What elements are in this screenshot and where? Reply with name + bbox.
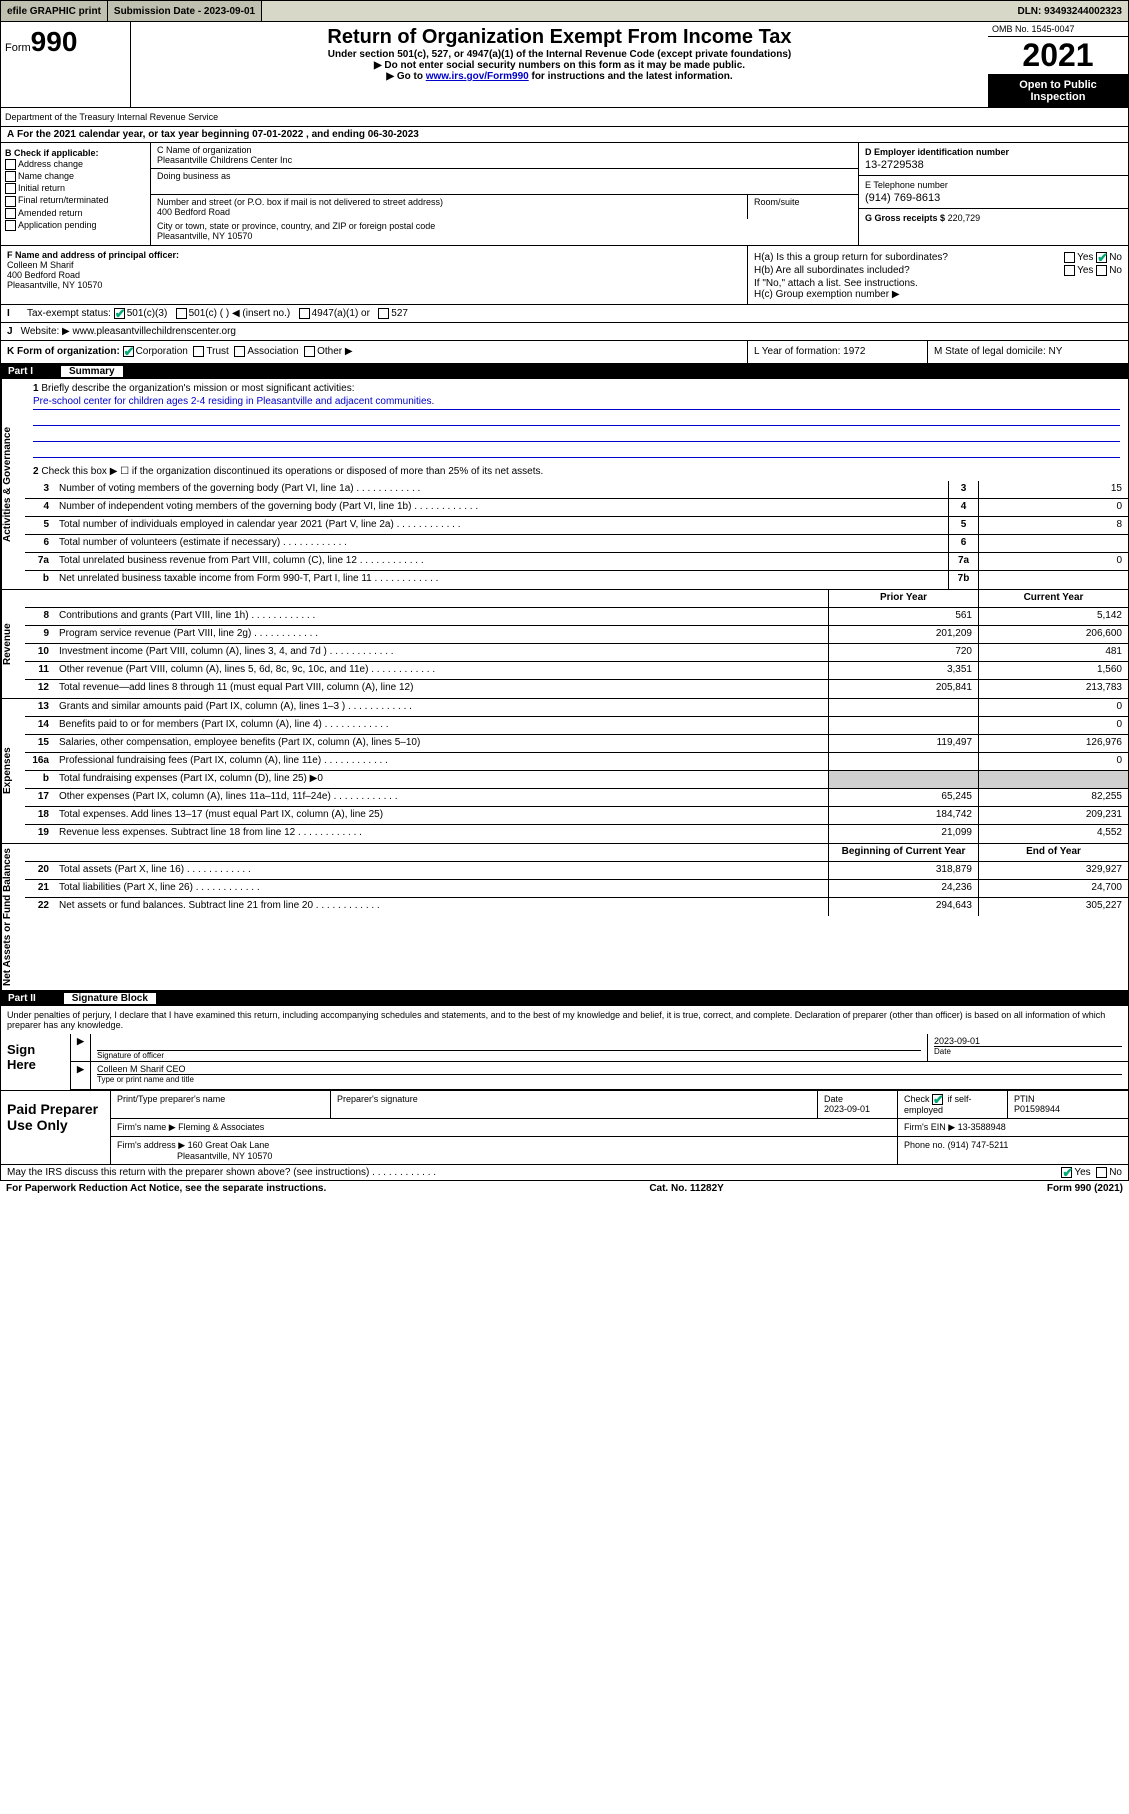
part2-header: Part II Signature Block xyxy=(0,991,1129,1006)
discuss-yes[interactable] xyxy=(1061,1167,1072,1178)
tax-year: 2021 xyxy=(988,37,1128,75)
addr-value: 400 Bedford Road xyxy=(157,207,741,217)
form-title-box: Return of Organization Exempt From Incom… xyxy=(131,22,988,107)
block-h: H(a) Is this a group return for subordin… xyxy=(748,246,1128,304)
block-b: B Check if applicable: Address change Na… xyxy=(1,143,151,245)
cb-assoc[interactable] xyxy=(234,346,245,357)
cb-other[interactable] xyxy=(304,346,315,357)
cb-trust[interactable] xyxy=(193,346,204,357)
tab-revenue: Revenue xyxy=(1,590,25,698)
phone-label: E Telephone number xyxy=(865,180,1122,190)
ha-no[interactable] xyxy=(1096,252,1107,263)
summary-governance: Activities & Governance 1 Briefly descri… xyxy=(0,379,1129,590)
cb-self-employed[interactable] xyxy=(932,1094,943,1105)
cb-501c[interactable] xyxy=(176,308,187,319)
checkbox-final-return[interactable] xyxy=(5,196,16,207)
submission-date-button[interactable]: Submission Date - 2023-09-01 xyxy=(108,1,262,21)
checkbox-amended[interactable] xyxy=(5,208,16,219)
open-to-public: Open to Public Inspection xyxy=(988,75,1128,107)
part1-header: Part I Summary xyxy=(0,364,1129,379)
form-number-box: Form990 xyxy=(1,22,131,107)
paid-preparer: Paid Preparer Use Only Print/Type prepar… xyxy=(0,1091,1129,1165)
omb-label: OMB No. 1545-0047 xyxy=(988,22,1128,37)
addr-label: Number and street (or P.O. box if mail i… xyxy=(157,197,741,207)
declaration-text: Under penalties of perjury, I declare th… xyxy=(1,1006,1128,1034)
block-fh: F Name and address of principal officer:… xyxy=(0,246,1129,305)
signature-block: Under penalties of perjury, I declare th… xyxy=(0,1006,1129,1091)
sign-here-label: Sign Here xyxy=(1,1034,71,1090)
phone-value: (914) 769-8613 xyxy=(865,192,1122,204)
website-value: www.pleasantvillechildrenscenter.org xyxy=(73,326,236,337)
form-header: Form990 Return of Organization Exempt Fr… xyxy=(0,22,1129,108)
city-label: City or town, state or province, country… xyxy=(157,221,852,231)
block-a: A For the 2021 calendar year, or tax yea… xyxy=(0,127,1129,143)
checkbox-name-change[interactable] xyxy=(5,171,16,182)
hc-label: H(c) Group exemption number ▶ xyxy=(754,289,1122,300)
row-klm: K Form of organization: Corporation Trus… xyxy=(0,341,1129,363)
ha-yes[interactable] xyxy=(1064,252,1075,263)
gross-label: G Gross receipts $ xyxy=(865,213,945,223)
tab-netassets: Net Assets or Fund Balances xyxy=(1,844,25,990)
discuss-row: May the IRS discuss this return with the… xyxy=(0,1165,1129,1181)
year-formation: L Year of formation: 1972 xyxy=(748,341,928,362)
officer-name: Colleen M Sharif xyxy=(7,260,741,270)
summary-netassets: Net Assets or Fund Balances Beginning of… xyxy=(0,844,1129,991)
cb-527[interactable] xyxy=(378,308,389,319)
mission-text: Pre-school center for children ages 2-4 … xyxy=(33,396,1120,410)
dln-label: DLN: 93493244002323 xyxy=(1011,1,1128,21)
officer-addr1: 400 Bedford Road xyxy=(7,270,741,280)
subtitle-1: Under section 501(c), 527, or 4947(a)(1)… xyxy=(139,49,980,60)
dba-label: Doing business as xyxy=(157,171,852,181)
row-j: J Website: ▶ www.pleasantvillechildrensc… xyxy=(0,323,1129,341)
cb-501c3[interactable] xyxy=(114,308,125,319)
form-title: Return of Organization Exempt From Incom… xyxy=(139,26,980,49)
q2-label: Check this box ▶ ☐ if the organization d… xyxy=(41,466,543,477)
officer-addr2: Pleasantville, NY 10570 xyxy=(7,280,741,290)
org-name-label: C Name of organization xyxy=(157,145,852,155)
checkbox-application-pending[interactable] xyxy=(5,220,16,231)
hb-no[interactable] xyxy=(1096,265,1107,276)
cb-corp[interactable] xyxy=(123,346,134,357)
subtitle-3: ▶ Go to www.irs.gov/Form990 for instruct… xyxy=(139,71,980,82)
paperwork-notice: For Paperwork Reduction Act Notice, see … xyxy=(6,1183,326,1194)
org-name: Pleasantville Childrens Center Inc xyxy=(157,155,852,165)
summary-expenses: Expenses 13Grants and similar amounts pa… xyxy=(0,699,1129,844)
state-domicile: M State of legal domicile: NY xyxy=(928,341,1128,362)
form-ref: Form 990 (2021) xyxy=(1047,1183,1123,1194)
checkbox-address-change[interactable] xyxy=(5,159,16,170)
room-label: Room/suite xyxy=(748,195,858,219)
checkbox-initial-return[interactable] xyxy=(5,183,16,194)
hb-note: If "No," attach a list. See instructions… xyxy=(754,278,1122,289)
block-c: C Name of organization Pleasantville Chi… xyxy=(151,143,858,245)
summary-revenue: Revenue Prior YearCurrent Year 8Contribu… xyxy=(0,590,1129,699)
header-right: OMB No. 1545-0047 2021 Open to Public In… xyxy=(988,22,1128,107)
tab-governance: Activities & Governance xyxy=(1,379,25,589)
row-i: I Tax-exempt status: 501(c)(3) 501(c) ( … xyxy=(0,305,1129,323)
hb-yes[interactable] xyxy=(1064,265,1075,276)
tab-expenses: Expenses xyxy=(1,699,25,843)
department-label: Department of the Treasury Internal Reve… xyxy=(0,108,1129,127)
discuss-no[interactable] xyxy=(1096,1167,1107,1178)
subtitle-2: ▶ Do not enter social security numbers o… xyxy=(139,60,980,71)
city-value: Pleasantville, NY 10570 xyxy=(157,231,852,241)
block-bcd: B Check if applicable: Address change Na… xyxy=(0,143,1129,246)
efile-print-button[interactable]: efile GRAPHIC print xyxy=(1,1,108,21)
topbar: efile GRAPHIC print Submission Date - 20… xyxy=(0,0,1129,22)
block-d: D Employer identification number 13-2729… xyxy=(858,143,1128,245)
block-f: F Name and address of principal officer:… xyxy=(1,246,748,304)
ein-value: 13-2729538 xyxy=(865,159,1122,171)
irs-link[interactable]: www.irs.gov/Form990 xyxy=(426,71,529,82)
preparer-label: Paid Preparer Use Only xyxy=(1,1091,111,1164)
q1-label: Briefly describe the organization's miss… xyxy=(41,383,354,394)
cb-4947[interactable] xyxy=(299,308,310,319)
gross-value: 220,729 xyxy=(948,213,981,223)
cat-no: Cat. No. 11282Y xyxy=(649,1183,723,1194)
footer: For Paperwork Reduction Act Notice, see … xyxy=(0,1181,1129,1196)
ein-label: D Employer identification number xyxy=(865,147,1122,157)
